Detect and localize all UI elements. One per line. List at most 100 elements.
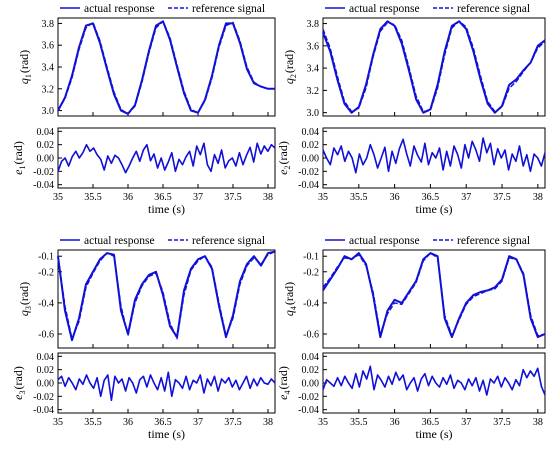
error-y-axis-label: e3 (rad) xyxy=(11,366,27,400)
y-axis-unit: (rad) xyxy=(17,50,31,73)
plot-frame xyxy=(322,249,546,349)
x-tick-label: 35.5 xyxy=(350,192,368,203)
error-y-tick-label: 0.04 xyxy=(37,127,55,138)
y-axis-symbol: q xyxy=(282,310,296,316)
legend: actual response reference signal xyxy=(325,3,530,15)
y-axis-label: q1(rad) xyxy=(17,50,33,84)
error-y-tick-label: -0.04 xyxy=(33,180,54,191)
chart-panel-3: actual response reference signal -0.1 -0.2 -… xyxy=(11,235,276,441)
x-tick-label: 37 xyxy=(193,417,203,428)
y-tick-label: -0.1 xyxy=(38,252,54,263)
x-tick-label: 35 xyxy=(53,417,63,428)
legend-label-actual: actual response xyxy=(349,3,420,15)
legend-label-reference: reference signal xyxy=(457,3,530,15)
legend-label-reference: reference signal xyxy=(457,235,530,247)
y-axis-unit: (rad) xyxy=(282,50,296,73)
chart-panel-2: actual response reference signal 3.0 3.2 3.4… xyxy=(276,3,546,216)
x-tick-label: 35.5 xyxy=(84,192,102,203)
error-y-tick-label: 0.00 xyxy=(302,379,320,390)
series-reference-signal xyxy=(322,252,546,337)
error-y-tick-label: 0.04 xyxy=(37,352,55,363)
x-tick-label: 35 xyxy=(318,192,328,203)
error-y-tick-label: 0.04 xyxy=(302,127,320,138)
error-y-tick-label: 0.02 xyxy=(37,365,55,376)
x-tick-label: 37.5 xyxy=(224,192,242,203)
series-actual-response xyxy=(322,252,546,339)
error-y-tick-label: -0.02 xyxy=(33,167,54,178)
series-tracking-error xyxy=(322,365,546,396)
series-reference-signal xyxy=(57,20,275,115)
x-tick-label: 35.5 xyxy=(350,417,368,428)
error-y-tick-label: 0.04 xyxy=(302,352,320,363)
x-axis-label: time (s) xyxy=(416,427,453,441)
y-axis-label: q2(rad) xyxy=(282,50,298,84)
error-y-tick-label: 0.02 xyxy=(37,140,55,151)
x-tick-label: 37 xyxy=(193,192,203,203)
y-axis-symbol: q xyxy=(17,78,31,84)
error-y-axis-subscript: 3 xyxy=(18,391,27,395)
error-y-axis-subscript: 4 xyxy=(283,391,292,395)
x-tick-label: 37 xyxy=(461,192,471,203)
legend-label-actual: actual response xyxy=(84,235,155,247)
x-tick-label: 36.5 xyxy=(154,417,172,428)
x-tick-label: 36 xyxy=(390,417,400,428)
legend-label-reference: reference signal xyxy=(192,3,265,15)
error-y-axis-unit: (rad) xyxy=(11,141,25,164)
error-y-axis-label: e4 (rad) xyxy=(276,366,292,400)
y-tick-label: -0.4 xyxy=(38,298,54,309)
x-tick-label: 38 xyxy=(263,417,273,428)
x-tick-label: 36.5 xyxy=(422,192,440,203)
error-y-axis-unit: (rad) xyxy=(276,141,290,164)
y-tick-label: 3.4 xyxy=(307,64,320,75)
y-tick-label: 3.6 xyxy=(42,41,55,52)
y-axis-label: q4(rad) xyxy=(282,282,298,316)
x-tick-label: 35.5 xyxy=(84,417,102,428)
y-axis-subscript: 1 xyxy=(24,74,33,78)
y-axis-subscript: 4 xyxy=(289,306,298,310)
chart-panel-4: actual response reference signal -0.1 -0.2 -… xyxy=(276,235,546,441)
x-axis-label: time (s) xyxy=(148,427,185,441)
error-y-tick-label: -0.04 xyxy=(33,405,54,416)
y-tick-label: 3.0 xyxy=(307,108,320,119)
legend-label-reference: reference signal xyxy=(192,235,265,247)
x-tick-label: 35 xyxy=(318,417,328,428)
y-tick-label: 3.2 xyxy=(307,86,320,97)
error-y-axis-subscript: 1 xyxy=(18,166,27,170)
y-tick-label: -0.6 xyxy=(303,330,319,341)
error-y-axis-symbol: e xyxy=(276,169,290,175)
error-y-tick-label: -0.04 xyxy=(298,180,319,191)
x-tick-label: 36.5 xyxy=(154,192,172,203)
x-tick-label: 36.5 xyxy=(422,417,440,428)
y-tick-label: 3.6 xyxy=(307,41,320,52)
y-axis-subscript: 2 xyxy=(289,74,298,78)
series-actual-response xyxy=(57,20,275,115)
error-y-tick-label: 0.02 xyxy=(302,365,320,376)
error-y-tick-label: -0.04 xyxy=(298,405,319,416)
error-y-axis-unit: (rad) xyxy=(276,366,290,389)
series-reference-signal xyxy=(57,250,276,340)
error-y-axis-symbol: e xyxy=(276,394,290,400)
y-axis-unit: (rad) xyxy=(282,282,296,305)
error-y-axis-symbol: e xyxy=(11,169,25,175)
error-y-axis-subscript: 2 xyxy=(283,166,292,170)
x-tick-label: 36 xyxy=(390,192,400,203)
x-tick-label: 38 xyxy=(533,192,543,203)
legend: actual response reference signal xyxy=(325,235,530,247)
x-tick-label: 37.5 xyxy=(493,192,511,203)
legend: actual response reference signal xyxy=(60,3,265,15)
plot-frame xyxy=(322,17,546,117)
chart-panel-1: actual response reference signal 3.0 3.2 3.4… xyxy=(11,3,276,216)
x-tick-label: 35 xyxy=(53,192,63,203)
x-tick-label: 37.5 xyxy=(224,417,242,428)
legend-label-actual: actual response xyxy=(349,235,420,247)
error-y-axis-label: e2 (rad) xyxy=(276,141,292,175)
error-plot-frame xyxy=(322,352,546,414)
error-y-tick-label: 0.02 xyxy=(302,140,320,151)
series-tracking-error xyxy=(57,142,276,174)
x-tick-label: 37.5 xyxy=(493,417,511,428)
x-tick-label: 38 xyxy=(533,417,543,428)
error-y-tick-label: -0.02 xyxy=(33,392,54,403)
y-axis-symbol: q xyxy=(282,78,296,84)
x-tick-label: 38 xyxy=(263,192,273,203)
